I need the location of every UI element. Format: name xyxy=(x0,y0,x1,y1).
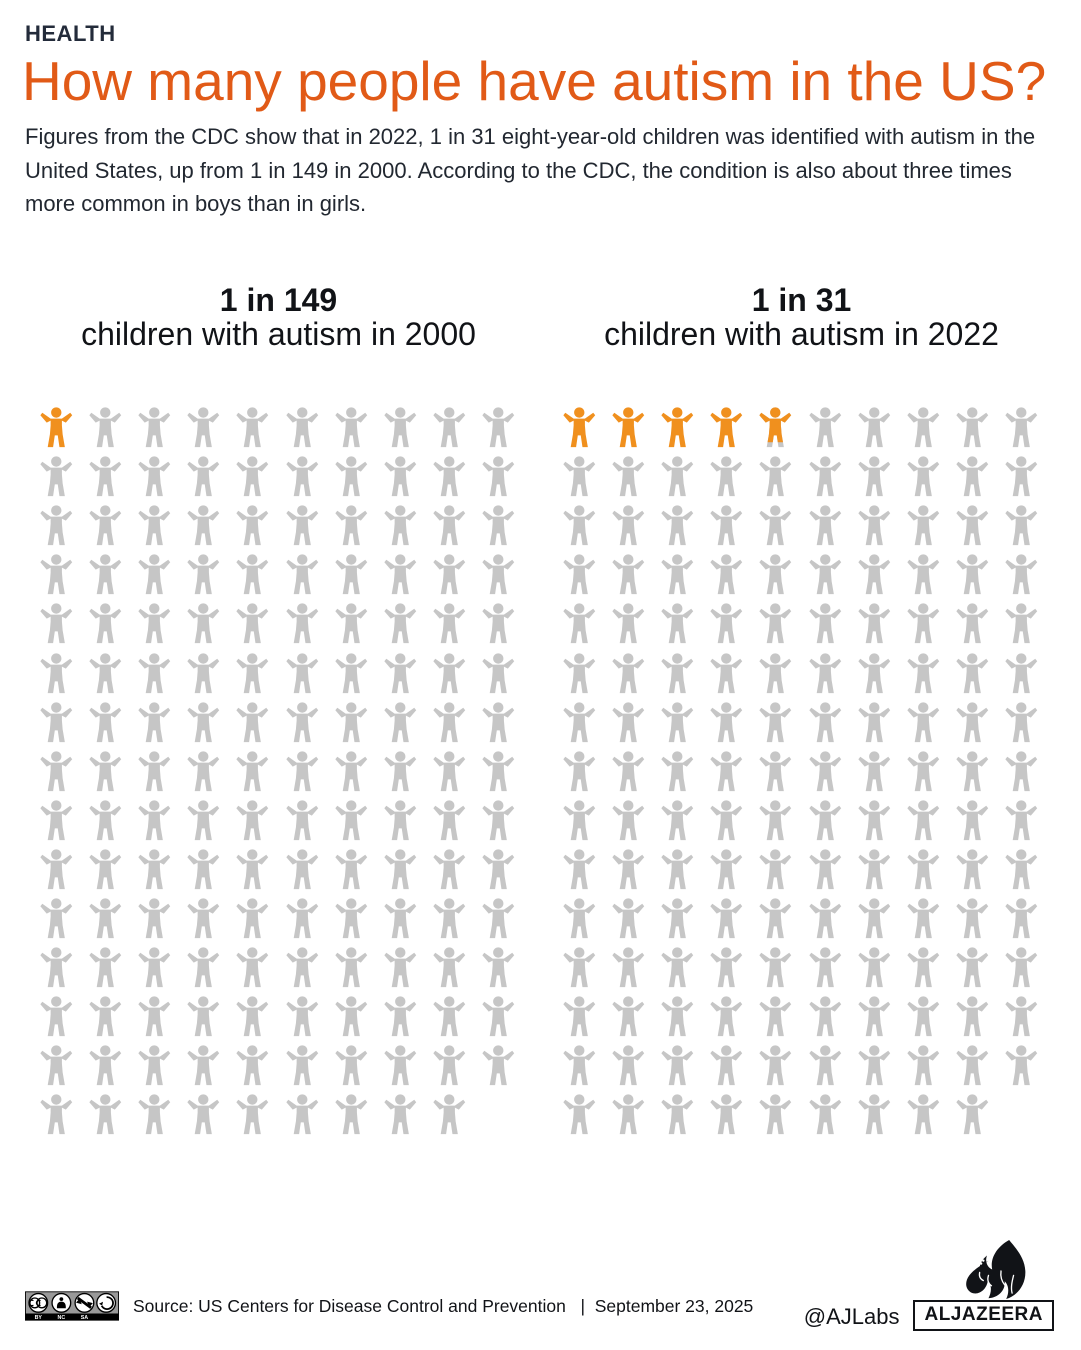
svg-text:NC: NC xyxy=(58,1315,66,1321)
svg-text:SA: SA xyxy=(81,1315,89,1321)
svg-text:BY: BY xyxy=(35,1315,43,1321)
